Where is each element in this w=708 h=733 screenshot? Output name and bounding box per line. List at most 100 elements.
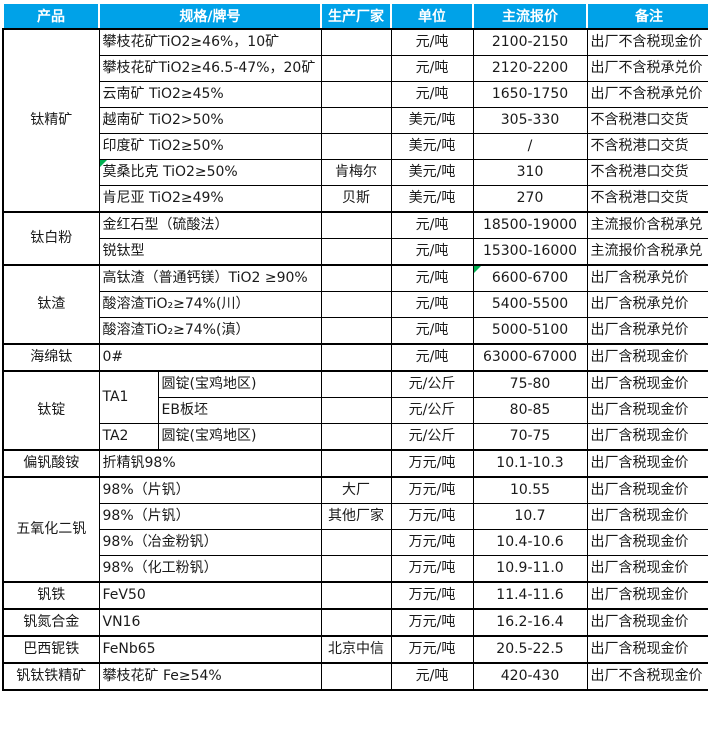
cell-price: 10.4-10.6 [472,529,588,556]
cell-note: 出厂含税承兑价 [586,317,708,345]
cell-unit: 元/吨 [390,211,474,239]
cell-note: 出厂含税承兑价 [586,291,708,318]
cell-unit: 元/吨 [390,317,474,345]
cell-price: 80-85 [472,397,588,424]
price-table: 产品 规格/牌号 生产厂家 单位 主流报价 备注 钛精矿 攀枝花矿TiO2≥46… [2,2,708,691]
cell-note: 不含税港口交货 [586,133,708,160]
table-row: 钒氮合金 VN16 万元/吨 16.2-16.4 出厂含税现金价 [2,608,708,637]
cell-note: 主流报价含税承兑 [586,211,708,239]
cell-spec: 莫桑比克 TiO2≥50% [98,159,322,186]
cell-unit: 元/吨 [390,291,474,318]
table-row: 肯尼亚 TiO2≥49% 贝斯 美元/吨 270 不含税港口交货 [3,185,708,213]
cell-maker [320,397,392,424]
table-row: 98%（冶金粉钒） 万元/吨 10.4-10.6 出厂含税现金价 [3,529,708,556]
cell-maker [320,608,392,637]
cell-price: 10.1-10.3 [472,449,588,478]
cell-grade: TA2 [98,423,159,451]
col-header-maker: 生产厂家 [320,2,392,30]
table-row: 巴西铌铁 FeNb65 北京中信 万元/吨 20.5-22.5 出厂含税现金价 [2,635,708,664]
cell-price: 11.4-11.6 [472,581,588,610]
cell-unit: 万元/吨 [390,476,474,504]
cell-maker [320,317,392,345]
cell-unit: 万元/吨 [390,529,474,556]
table-row: TA2 圆锭(宝鸡地区) 元/公斤 70-75 出厂含税现金价 [3,423,708,451]
cell-unit: 元/吨 [390,28,474,56]
cell-price: / [472,133,588,160]
cell-spec: 攀枝花矿TiO2≥46%，10矿 [98,28,322,56]
cell-product: 钒氮合金 [2,608,100,637]
cell-product: 钛渣 [2,264,100,345]
cell-price: 2100-2150 [472,28,588,56]
table-row: 偏钒酸铵 折精钒98% 万元/吨 10.1-10.3 出厂含税现金价 [2,449,708,478]
table-row: 98%（片钒） 其他厂家 万元/吨 10.7 出厂含税现金价 [3,503,708,530]
cell-price: 10.7 [472,503,588,530]
cell-price: 16.2-16.4 [472,608,588,637]
cell-spec-text: 莫桑比克 TiO2≥50% [102,164,238,180]
cell-maker [320,211,392,239]
cell-product: 五氧化二钒 [2,476,100,583]
cell-spec: 高钛渣（普通钙镁）TiO2 ≥90% [98,264,322,292]
cell-spec: 折精钒98% [98,449,322,478]
cell-price: 10.55 [472,476,588,504]
cell-note: 出厂不含税承兑价 [586,55,708,82]
cell-grade: TA1 [98,370,159,424]
cell-maker: 大厂 [320,476,392,504]
table-row: 攀枝花矿TiO2≥46.5-47%，20矿 元/吨 2120-2200 出厂不含… [3,55,708,82]
table-row: 钒钛铁精矿 攀枝花矿 Fe≥54% 元/吨 420-430 出厂不含税现金价 [2,662,708,691]
cell-price: 270 [472,185,588,213]
header-row: 产品 规格/牌号 生产厂家 单位 主流报价 备注 [2,2,708,30]
cell-price: 2120-2200 [472,55,588,82]
cell-price: 63000-67000 [472,343,588,372]
cell-price: 5400-5500 [472,291,588,318]
cell-maker [320,370,392,398]
cell-note: 出厂含税现金价 [586,449,708,478]
cell-note: 出厂含税现金价 [586,397,708,424]
cell-maker [320,449,392,478]
col-header-note: 备注 [586,2,708,30]
cell-unit: 万元/吨 [390,449,474,478]
cell-maker [320,662,392,691]
table-row: 钛锭 TA1 圆锭(宝鸡地区) 元/公斤 75-80 出厂含税现金价 [2,370,708,451]
col-header-spec: 规格/牌号 [98,2,322,30]
cell-unit: 元/公斤 [390,397,474,424]
cell-maker [320,343,392,372]
cell-maker [320,555,392,583]
cell-maker [320,107,392,134]
cell-spec: 锐钛型 [98,238,322,266]
col-header-unit: 单位 [390,2,474,30]
cell-note: 出厂含税现金价 [586,555,708,583]
col-header-price: 主流报价 [472,2,588,30]
cell-unit: 万元/吨 [390,503,474,530]
cell-spec: 云南矿 TiO2≥45% [98,81,322,108]
cell-spec: 0# [98,343,322,372]
cell-unit: 万元/吨 [390,608,474,637]
cell-spec: 98%（冶金粉钒） [98,529,322,556]
cell-spec: 98%（片钒） [98,503,322,530]
cell-spec: 攀枝花矿 Fe≥54% [98,662,322,691]
cell-spec: 金红石型（硫酸法） [98,211,322,239]
table-row: 海绵钛 0# 元/吨 63000-67000 出厂含税现金价 [2,343,708,372]
col-header-product: 产品 [2,2,100,30]
table-row: 锐钛型 元/吨 15300-16000 主流报价含税承兑 [3,238,708,266]
cell-product: 钛白粉 [2,211,100,266]
cell-maker [320,264,392,292]
cell-unit: 元/吨 [390,662,474,691]
cell-spec: 酸溶渣TiO₂≥74%(川） [98,291,322,318]
cell-maker [320,291,392,318]
cell-spec: 圆锭(宝鸡地区) [157,370,322,398]
cell-note: 出厂含税现金价 [586,423,708,451]
cell-note: 出厂含税现金价 [586,343,708,372]
cell-maker [320,28,392,56]
cell-unit: 元/吨 [390,343,474,372]
cell-spec: 印度矿 TiO2≥50% [98,133,322,160]
cell-note: 出厂含税现金价 [586,608,708,637]
cell-note: 出厂不含税现金价 [586,28,708,56]
table-row: 钒铁 FeV50 万元/吨 11.4-11.6 出厂含税现金价 [2,581,708,610]
cell-product: 钛锭 [2,370,100,451]
cell-price: 305-330 [472,107,588,134]
cell-spec: 攀枝花矿TiO2≥46.5-47%，20矿 [98,55,322,82]
cell-price: 420-430 [472,662,588,691]
cell-spec: 肯尼亚 TiO2≥49% [98,185,322,213]
cell-maker [320,529,392,556]
cell-maker [320,81,392,108]
